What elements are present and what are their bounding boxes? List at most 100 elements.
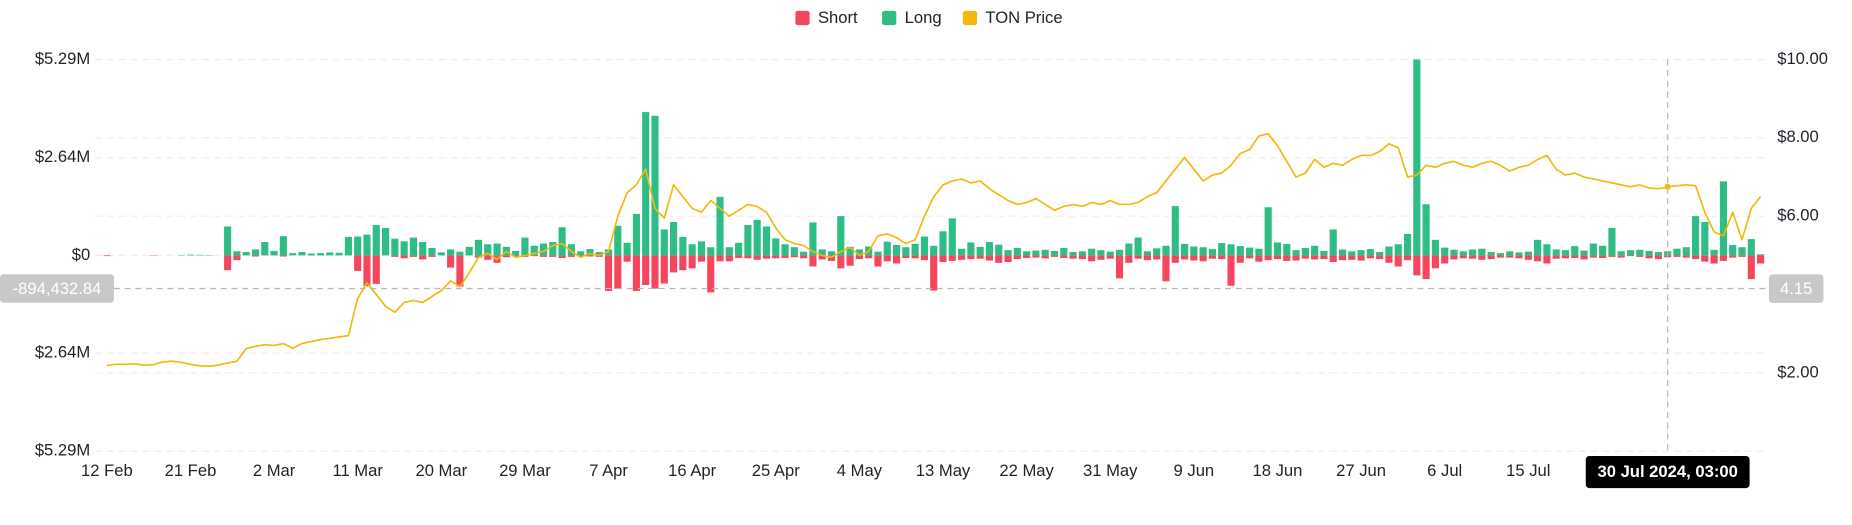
bar (614, 225, 622, 256)
bar (1580, 250, 1588, 256)
bar (279, 236, 287, 256)
bar (251, 255, 260, 257)
bar (512, 255, 520, 257)
bar (1227, 244, 1235, 256)
bar (883, 241, 891, 256)
bar (577, 251, 585, 256)
bar (1589, 255, 1597, 258)
bar (1747, 239, 1755, 256)
bar (1645, 250, 1653, 256)
bar (1246, 255, 1254, 259)
x-tick-label: 9 Jun (1174, 461, 1215, 480)
y-tick-label: $2.64M (35, 343, 90, 362)
bar (1534, 239, 1542, 256)
bar (1236, 255, 1244, 263)
bar (670, 255, 678, 273)
bar (363, 234, 371, 256)
bar (781, 244, 789, 256)
bar (670, 222, 678, 256)
bar (1431, 255, 1439, 269)
bar (1301, 255, 1309, 259)
bar (1403, 255, 1412, 261)
bar (697, 241, 706, 256)
bar (335, 252, 343, 256)
bar (1729, 255, 1737, 258)
bar (1422, 204, 1430, 256)
bar (326, 252, 334, 256)
bar (409, 255, 418, 257)
bar (1515, 252, 1523, 256)
bar (920, 236, 928, 256)
bar (400, 241, 408, 256)
bar (818, 255, 826, 260)
bar (539, 255, 548, 257)
bar (1208, 249, 1216, 256)
bar (1589, 243, 1597, 256)
bar (651, 115, 659, 256)
bar (279, 255, 287, 257)
bar (372, 255, 380, 284)
bar (1069, 255, 1077, 259)
bar (484, 244, 492, 256)
bar (1023, 255, 1031, 258)
crosshair-x-box (1585, 456, 1750, 489)
bar (1394, 255, 1402, 267)
crosshair-y-label: -894,432.84 (13, 279, 102, 298)
legend-label[interactable]: TON Price (985, 8, 1062, 27)
bar (604, 249, 613, 256)
bar (1329, 229, 1337, 256)
x-tick-label: 2 Mar (253, 461, 296, 480)
bar (1004, 250, 1012, 256)
bar (892, 255, 901, 264)
bar (1608, 227, 1616, 256)
bar (103, 255, 111, 257)
bar (1487, 255, 1495, 260)
x-tick-label: 12 Feb (81, 461, 133, 480)
bar (1385, 246, 1393, 256)
bar (1078, 251, 1086, 256)
bar (716, 255, 724, 262)
bar (1691, 216, 1700, 256)
bar (762, 255, 771, 259)
y-tick-label: $0 (72, 245, 90, 264)
bar (1255, 248, 1263, 256)
bar (437, 252, 445, 256)
bar (484, 255, 492, 260)
bar (1041, 249, 1049, 256)
bar (586, 255, 594, 257)
bar (391, 238, 399, 256)
bar (1366, 255, 1374, 259)
bar (930, 255, 938, 291)
x-tick-label: 15 Jul (1506, 461, 1550, 480)
crosshair-y2-label: 4.15 (1780, 279, 1812, 298)
bar (1171, 255, 1179, 263)
bar (753, 219, 761, 256)
bar (1599, 245, 1607, 256)
bar (1162, 245, 1170, 256)
bar (1682, 255, 1690, 258)
bar (697, 255, 706, 262)
bar (447, 255, 455, 268)
bar (902, 255, 910, 258)
bar (1097, 250, 1105, 256)
bar (456, 251, 464, 256)
y2-tick-label: $6.00 (1777, 206, 1819, 225)
bar (363, 255, 371, 287)
x-tick-label: 6 Jul (1427, 461, 1462, 480)
legend-label[interactable]: Long (905, 8, 942, 27)
bar (1673, 248, 1681, 256)
bar (549, 255, 557, 257)
bar (1515, 255, 1523, 259)
bar (1701, 255, 1709, 262)
bar (939, 231, 947, 256)
bar (1106, 251, 1114, 256)
bar (1329, 255, 1337, 263)
bar (1710, 255, 1718, 264)
bar (1050, 255, 1059, 257)
legend-label[interactable]: Short (818, 8, 858, 27)
bar (1338, 249, 1347, 256)
bar (753, 255, 761, 260)
bar (1218, 255, 1226, 260)
bar (976, 255, 984, 259)
bar (1580, 255, 1588, 260)
